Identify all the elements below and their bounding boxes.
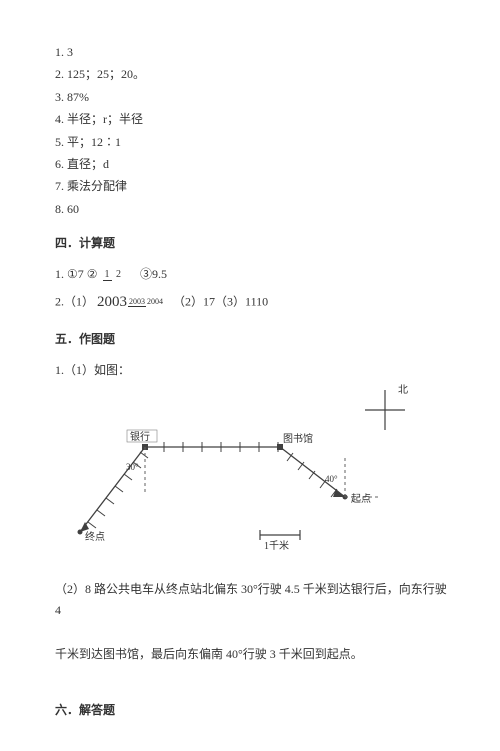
fraction-den: 2 xyxy=(114,269,123,280)
section-5-title: 五．作图题 xyxy=(55,329,450,349)
mixed-frac-num: 2003 xyxy=(128,297,146,307)
section-4-title: 四．计算题 xyxy=(55,233,450,253)
list-item: 6. 直径；d xyxy=(55,154,450,174)
calc-r2-tail: （2）17（3）1110 xyxy=(167,294,268,308)
fraction-num: 1 xyxy=(103,269,112,281)
section-6-title: 六．解答题 xyxy=(55,700,450,720)
calc-row-1: 1. ①7 ② 1 2 ③9.5 xyxy=(55,264,450,284)
list-item: 3. 87% xyxy=(55,87,450,107)
calc-r2-lead: 2.（1） xyxy=(55,294,94,308)
mixed-frac-den: 2004 xyxy=(146,297,164,306)
route-diagram: 北 1 xyxy=(55,382,445,557)
calc-r1-lead: 1. ①7 ② xyxy=(55,267,98,281)
fig-caption: 1.（1）如图： xyxy=(55,360,450,380)
paragraph: （2）8 路公共电车从终点站北偏东 30°行驶 4.5 千米到达银行后，向东行驶… xyxy=(55,579,450,620)
end-label: 终点 xyxy=(85,530,105,543)
angle-30-label: 30° xyxy=(126,462,139,472)
list-item: 7. 乘法分配律 xyxy=(55,176,450,196)
paragraph: 千米到达图书馆，最后向东偏南 40°行驶 3 千米回到起点。 xyxy=(55,644,450,664)
list-item: 4. 半径；r；半径 xyxy=(55,109,450,129)
calc-r1-tail: ③9.5 xyxy=(128,267,167,281)
list-item: 2. 125；25；20。 xyxy=(55,64,450,84)
calc-row-2: 2.（1） 200320032004 （2）17（3）1110 xyxy=(55,290,450,316)
bank-label: 银行 xyxy=(130,430,150,443)
list-item: 5. 平；12∶1 xyxy=(55,132,450,152)
scale-label: 1千米 xyxy=(264,539,289,552)
list-item: 8. 60 xyxy=(55,199,450,219)
big-number: 2003 xyxy=(97,294,127,310)
fraction: 1 2 xyxy=(103,269,124,280)
list-item: 1. 3 xyxy=(55,42,450,62)
compass-north-label: 北 xyxy=(398,384,408,396)
mixed-fraction: 20032004 xyxy=(128,298,164,306)
library-label: 图书馆 xyxy=(283,432,313,445)
start-label: 起点 xyxy=(351,493,371,505)
angle-40-label: 40° xyxy=(325,474,338,484)
